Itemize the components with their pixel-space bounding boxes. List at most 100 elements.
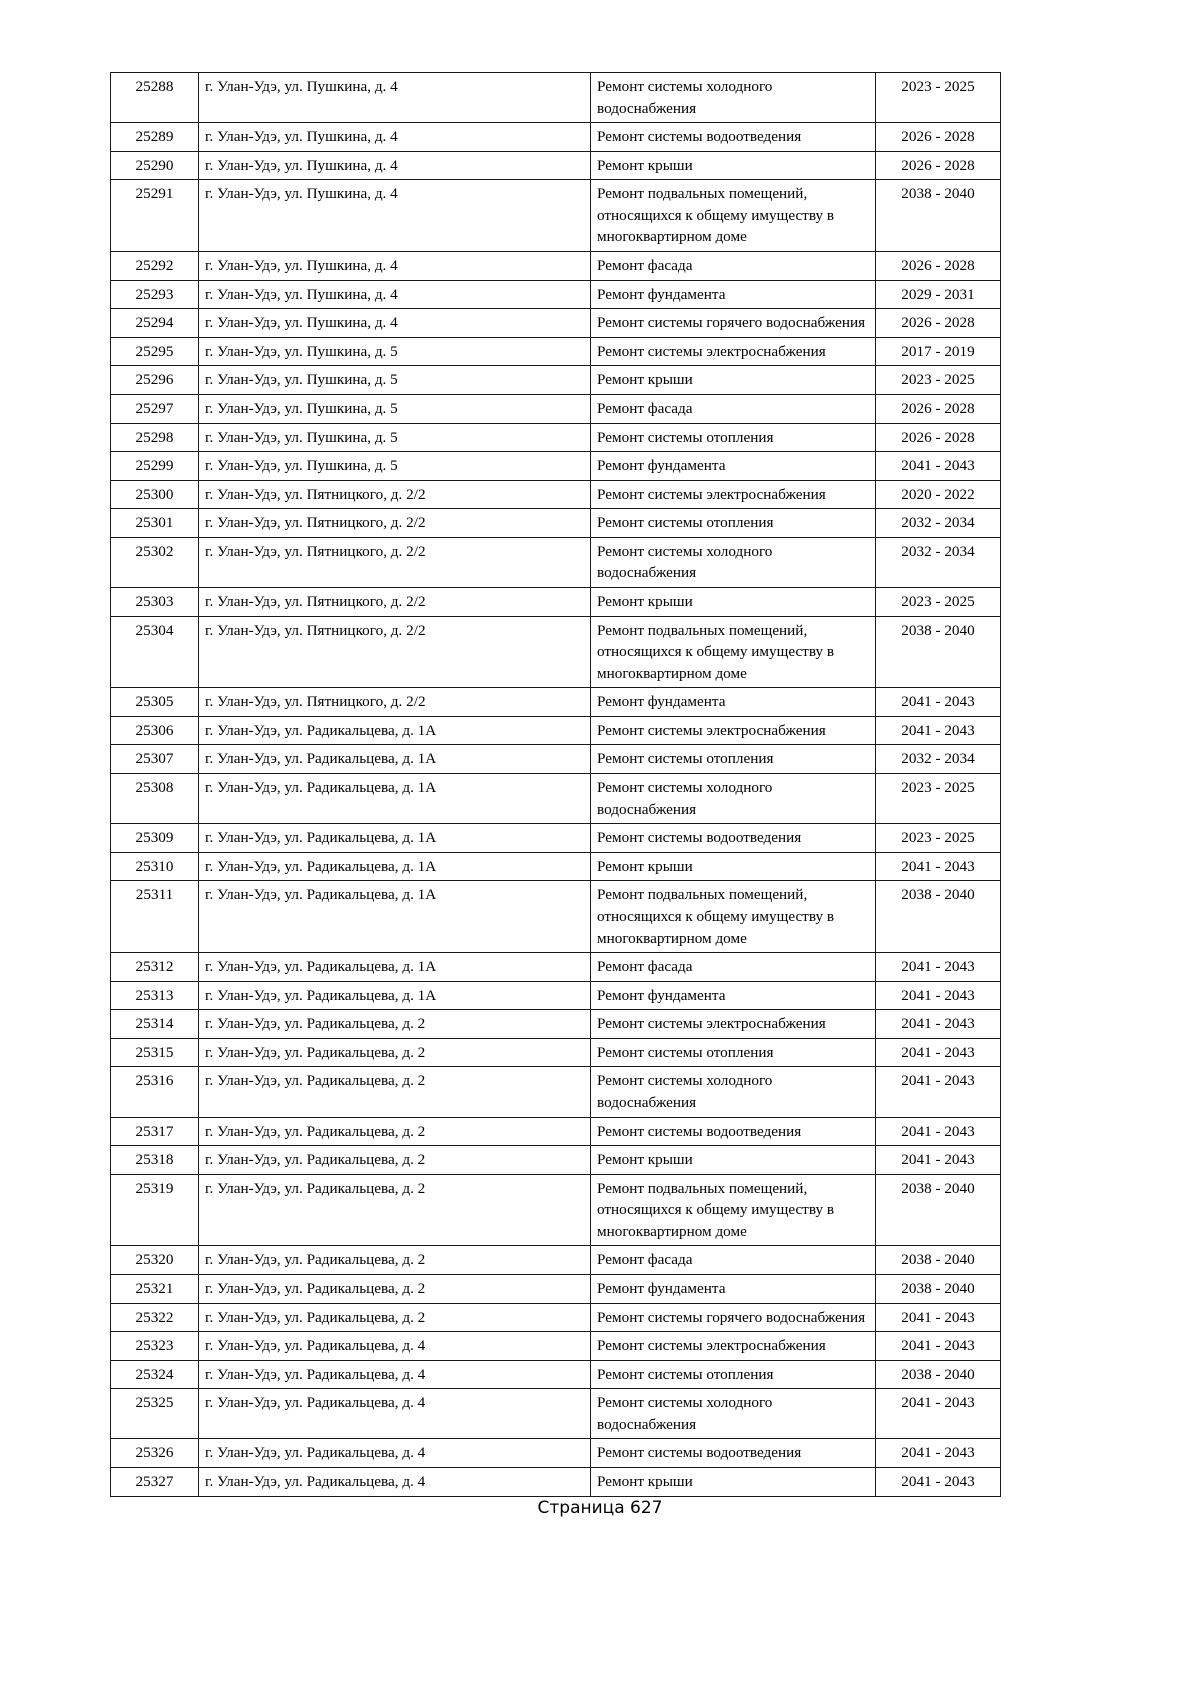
cell-address: г. Улан-Удэ, ул. Пушкина, д. 5 xyxy=(198,393,591,424)
cell-record-id: 25297 xyxy=(110,393,199,424)
cell-work-type: Ремонт системы электроснабжения xyxy=(590,336,876,367)
cell-record-id: 25311 xyxy=(110,880,199,954)
cell-address: г. Улан-Удэ, ул. Пушкина, д. 5 xyxy=(198,365,591,395)
cell-record-id: 25313 xyxy=(110,980,199,1011)
cell-address: г. Улан-Удэ, ул. Пушкина, д. 4 xyxy=(198,279,591,310)
cell-year-range: 2032 - 2034 xyxy=(875,536,1001,588)
cell-year-range: 2038 - 2040 xyxy=(875,1359,1001,1390)
table-row: 25300 г. Улан-Удэ, ул. Пятницкого, д. 2/2… xyxy=(110,479,1001,510)
cell-work-type: Ремонт фундамента xyxy=(590,1274,876,1304)
cell-year-range: 2023 - 2025 xyxy=(875,365,1001,395)
cell-record-id: 25319 xyxy=(110,1173,199,1247)
cell-record-id: 25288 xyxy=(110,71,199,124)
cell-year-range: 2026 - 2028 xyxy=(875,251,1001,281)
cell-record-id: 25320 xyxy=(110,1245,199,1276)
cell-year-range: 2026 - 2028 xyxy=(875,308,1001,338)
cell-record-id: 25316 xyxy=(110,1066,199,1118)
cell-address: г. Улан-Удэ, ул. Пушкина, д. 4 xyxy=(198,308,591,338)
cell-work-type: Ремонт системы холодного водоснабжения xyxy=(590,1066,876,1118)
cell-year-range: 2017 - 2019 xyxy=(875,336,1001,367)
cell-work-type: Ремонт системы отопления xyxy=(590,744,876,775)
cell-record-id: 25310 xyxy=(110,851,199,882)
cell-work-type: Ремонт фундамента xyxy=(590,687,876,717)
table-row: 25293 г. Улан-Удэ, ул. Пушкина, д. 4 Ремон… xyxy=(110,279,1001,310)
cell-work-type: Ремонт крыши xyxy=(590,586,876,617)
cell-year-range: 2041 - 2043 xyxy=(875,715,1001,746)
cell-record-id: 25298 xyxy=(110,422,199,453)
table-row: 25297 г. Улан-Удэ, ул. Пушкина, д. 5 Ремон… xyxy=(110,393,1001,424)
cell-work-type: Ремонт крыши xyxy=(590,1467,876,1497)
cell-work-type: Ремонт фасада xyxy=(590,1245,876,1276)
cell-address: г. Улан-Удэ, ул. Радикальцева, д. 4 xyxy=(198,1438,591,1469)
cell-year-range: 2041 - 2043 xyxy=(875,851,1001,882)
cell-record-id: 25325 xyxy=(110,1388,199,1440)
table-row: 25321 г. Улан-Удэ, ул. Радикальцева, д. 2… xyxy=(110,1274,1001,1304)
cell-address: г. Улан-Удэ, ул. Радикальцева, д. 2 xyxy=(198,1173,591,1247)
cell-address: г. Улан-Удэ, ул. Радикальцева, д. 4 xyxy=(198,1359,591,1390)
cell-work-type: Ремонт крыши xyxy=(590,150,876,181)
cell-record-id: 25309 xyxy=(110,823,199,853)
cell-address: г. Улан-Удэ, ул. Радикальцева, д. 2 xyxy=(198,1245,591,1276)
cell-address: г. Улан-Удэ, ул. Пятницкого, д. 2/2 xyxy=(198,687,591,717)
cell-address: г. Улан-Удэ, ул. Пушкина, д. 5 xyxy=(198,422,591,453)
table-row: 25289 г. Улан-Удэ, ул. Пушкина, д. 4 Ремон… xyxy=(110,122,1001,152)
cell-record-id: 25300 xyxy=(110,479,199,510)
table-row: 25294 г. Улан-Удэ, ул. Пушкина, д. 4 Ремон… xyxy=(110,308,1001,338)
cell-work-type: Ремонт крыши xyxy=(590,365,876,395)
cell-year-range: 2020 - 2022 xyxy=(875,479,1001,510)
cell-year-range: 2038 - 2040 xyxy=(875,1274,1001,1304)
cell-year-range: 2041 - 2043 xyxy=(875,1467,1001,1497)
cell-address: г. Улан-Удэ, ул. Радикальцева, д. 2 xyxy=(198,1274,591,1304)
cell-year-range: 2026 - 2028 xyxy=(875,150,1001,181)
table-row: 25327 г. Улан-Удэ, ул. Радикальцева, д. 4… xyxy=(110,1467,1001,1497)
cell-record-id: 25315 xyxy=(110,1037,199,1068)
cell-work-type: Ремонт фундамента xyxy=(590,980,876,1011)
cell-work-type: Ремонт системы холодного водоснабжения xyxy=(590,773,876,825)
cell-address: г. Улан-Удэ, ул. Радикальцева, д. 2 xyxy=(198,1116,591,1147)
cell-work-type: Ремонт подвальных помещений, относящихся… xyxy=(590,179,876,253)
cell-record-id: 25314 xyxy=(110,1009,199,1039)
cell-year-range: 2029 - 2031 xyxy=(875,279,1001,310)
cell-address: г. Улан-Удэ, ул. Пушкина, д. 4 xyxy=(198,251,591,281)
table-row: 25292 г. Улан-Удэ, ул. Пушкина, д. 4 Ремон… xyxy=(110,251,1001,281)
table-row: 25314 г. Улан-Удэ, ул. Радикальцева, д. 2… xyxy=(110,1009,1001,1039)
cell-record-id: 25299 xyxy=(110,451,199,481)
table-row: 25304 г. Улан-Удэ, ул. Пятницкого, д. 2/2… xyxy=(110,615,1001,689)
table-row: 25301 г. Улан-Удэ, ул. Пятницкого, д. 2/2… xyxy=(110,508,1001,538)
cell-address: г. Улан-Удэ, ул. Радикальцева, д. 4 xyxy=(198,1331,591,1361)
cell-record-id: 25317 xyxy=(110,1116,199,1147)
table-row: 25290 г. Улан-Удэ, ул. Пушкина, д. 4 Ремон… xyxy=(110,150,1001,181)
table-row: 25320 г. Улан-Удэ, ул. Радикальцева, д. 2… xyxy=(110,1245,1001,1276)
cell-address: г. Улан-Удэ, ул. Пятницкого, д. 2/2 xyxy=(198,508,591,538)
cell-address: г. Улан-Удэ, ул. Пушкина, д. 4 xyxy=(198,122,591,152)
cell-work-type: Ремонт системы холодного водоснабжения xyxy=(590,536,876,588)
cell-record-id: 25302 xyxy=(110,536,199,588)
cell-record-id: 25305 xyxy=(110,687,199,717)
cell-address: г. Улан-Удэ, ул. Радикальцева, д. 1А xyxy=(198,880,591,954)
cell-address: г. Улан-Удэ, ул. Радикальцева, д. 1А xyxy=(198,980,591,1011)
cell-year-range: 2026 - 2028 xyxy=(875,422,1001,453)
cell-record-id: 25295 xyxy=(110,336,199,367)
cell-work-type: Ремонт системы электроснабжения xyxy=(590,479,876,510)
cell-year-range: 2023 - 2025 xyxy=(875,823,1001,853)
cell-work-type: Ремонт фасада xyxy=(590,393,876,424)
cell-work-type: Ремонт крыши xyxy=(590,851,876,882)
cell-year-range: 2026 - 2028 xyxy=(875,393,1001,424)
table-row: 25298 г. Улан-Удэ, ул. Пушкина, д. 5 Ремон… xyxy=(110,422,1001,453)
cell-record-id: 25293 xyxy=(110,279,199,310)
table-row: 25324 г. Улан-Удэ, ул. Радикальцева, д. 4… xyxy=(110,1359,1001,1390)
cell-year-range: 2041 - 2043 xyxy=(875,1331,1001,1361)
cell-record-id: 25292 xyxy=(110,251,199,281)
cell-record-id: 25301 xyxy=(110,508,199,538)
cell-record-id: 25324 xyxy=(110,1359,199,1390)
cell-address: г. Улан-Удэ, ул. Радикальцева, д. 2 xyxy=(198,1066,591,1118)
cell-record-id: 25306 xyxy=(110,715,199,746)
table-row: 25322 г. Улан-Удэ, ул. Радикальцева, д. 2… xyxy=(110,1302,1001,1333)
table-row: 25288 г. Улан-Удэ, ул. Пушкина, д. 4 Ремон… xyxy=(110,71,1001,124)
cell-record-id: 25308 xyxy=(110,773,199,825)
cell-work-type: Ремонт системы электроснабжения xyxy=(590,715,876,746)
cell-address: г. Улан-Удэ, ул. Радикальцева, д. 4 xyxy=(198,1388,591,1440)
page-footer: Страница 627 xyxy=(537,1498,663,1518)
cell-record-id: 25294 xyxy=(110,308,199,338)
